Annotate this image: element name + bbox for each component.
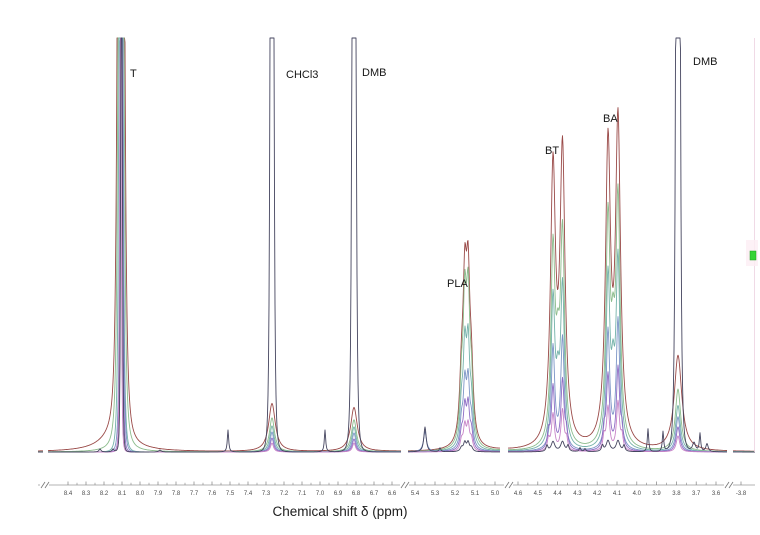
x-axis-tick-label: 6.7 (370, 491, 379, 497)
x-axis-tick-label: 5.0 (491, 491, 500, 497)
x-axis-tick-label: 5.1 (471, 491, 480, 497)
trace-5-purple (38, 37, 755, 453)
peak-label-bt: BT (545, 145, 559, 157)
x-axis-break-gap (724, 481, 733, 489)
x-axis-tick-label: 7.7 (190, 491, 199, 497)
x-axis-break-mark (504, 481, 510, 489)
x-axis-tick-label: 3.7 (692, 491, 701, 497)
x-axis-tick-label: 4.6 (514, 491, 523, 497)
trace-4-steelblue (38, 37, 755, 453)
x-axis-tick-label: 3.8 (672, 491, 681, 497)
x-axis-title: Chemical shift δ (ppm) (272, 504, 407, 519)
x-axis-tick-label: 7.6 (208, 491, 217, 497)
x-axis-break-mark (724, 481, 730, 489)
selection-marker-group (746, 38, 758, 452)
spectrum-traces (37, 37, 755, 453)
x-axis-tick-label: 4.4 (553, 491, 562, 497)
x-axis-tick-label: 7.3 (262, 491, 271, 497)
trace-7-navy (38, 37, 755, 453)
peak-label-t: T (130, 68, 137, 80)
trace-3-teal (38, 37, 755, 453)
peak-labels: T CHCl3 DMB PLA BT BA DMB (130, 56, 717, 290)
x-axis-tick-label: 7.0 (316, 491, 325, 497)
x-axis-tick-label: 7.2 (280, 491, 289, 497)
x-axis-tick-label: 4.2 (593, 491, 602, 497)
x-axis-tick-label: 5.2 (451, 491, 460, 497)
x-axis-tick-label: 5.3 (431, 491, 440, 497)
x-axis-break-gap (40, 481, 49, 489)
x-axis-break-mark (400, 481, 406, 489)
x-axis-tick-label: 4.1 (613, 491, 622, 497)
x-axis-break-gap (400, 481, 409, 489)
trace-6-pink (38, 37, 755, 453)
x-axis-tick-label: -3.8 (736, 491, 747, 497)
x-axis-break-mark (404, 481, 410, 489)
x-axis-break-mark (508, 481, 514, 489)
x-axis: 8.4 8.3 8.2 8.1 8.0 7.9 7.8 7.7 7.6 7.5 7.4 7.3 7.2 7… (38, 481, 755, 497)
x-axis-tick-label: 3.9 (652, 491, 661, 497)
peak-label-chcl3: CHCl3 (286, 69, 318, 81)
peak-label-ba: BA (603, 113, 618, 125)
x-axis-tick-label: 7.1 (298, 491, 307, 497)
x-axis-tick-label: 8.0 (136, 491, 145, 497)
x-axis-break-mark (44, 481, 50, 489)
x-axis-tick-label: 8.3 (82, 491, 91, 497)
x-axis-tick-label: 8.2 (100, 491, 109, 497)
x-axis-break-mark (40, 481, 46, 489)
x-axis-tick-label: 7.9 (154, 491, 163, 497)
peak-label-pla: PLA (447, 278, 468, 290)
trace-1-darkred (38, 37, 755, 452)
x-axis-tick-label: 8.4 (64, 491, 73, 497)
selection-handle[interactable] (749, 250, 757, 261)
x-axis-tick-label: 4.5 (534, 491, 543, 497)
trace-2-green (37, 37, 755, 453)
x-axis-tick-label: 4.0 (633, 491, 642, 497)
x-axis-tick-label: 4.3 (573, 491, 582, 497)
x-axis-tick-label: 7.8 (172, 491, 181, 497)
x-axis-tick-label: 8.1 (118, 491, 127, 497)
x-axis-break-gap (504, 481, 513, 489)
x-axis-tick-label: 7.5 (226, 491, 235, 497)
x-axis-tick-label: 6.8 (352, 491, 361, 497)
x-axis-tick-label: 6.9 (334, 491, 343, 497)
peak-label-dmb: DMB (362, 67, 386, 79)
x-axis-tick-label: 6.6 (388, 491, 397, 497)
x-axis-tick-label: 7.4 (244, 491, 253, 497)
x-axis-tick-label: 3.6 (712, 491, 721, 497)
x-axis-break-mark (728, 481, 734, 489)
x-axis-tick-label: 5.4 (411, 491, 420, 497)
peak-label-dmb: DMB (693, 56, 717, 68)
